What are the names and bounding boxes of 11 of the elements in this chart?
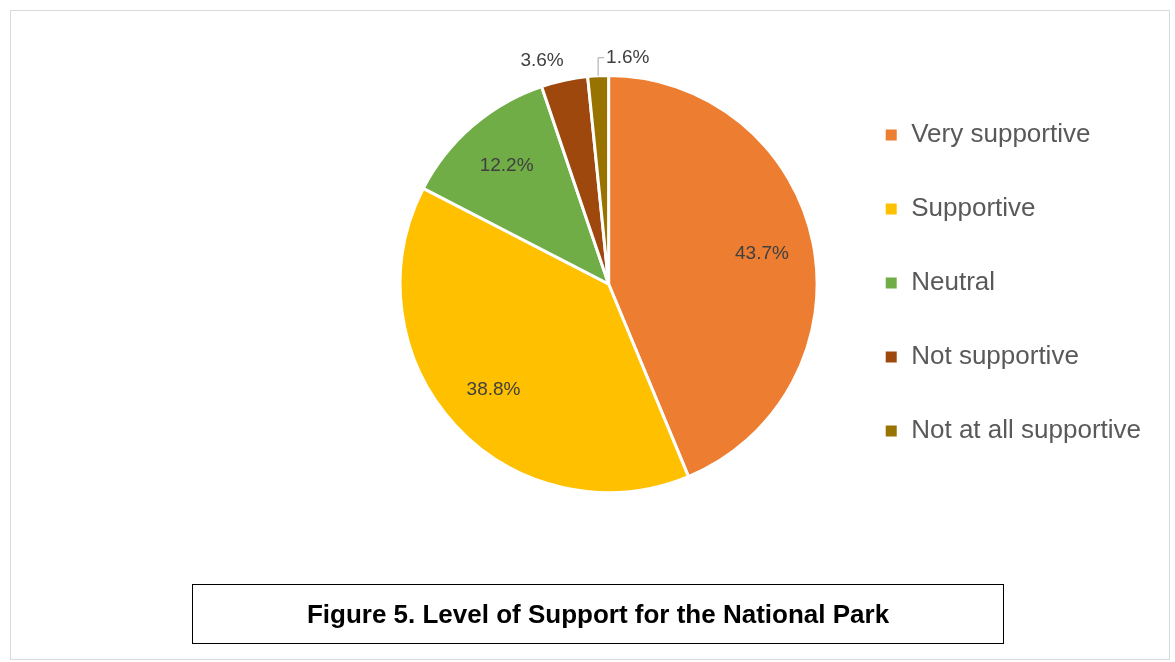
data-label: 38.8% bbox=[466, 378, 521, 400]
text: Figure 5. Level of Support for the National Park bbox=[192, 584, 1004, 644]
legend-label: Supportive bbox=[911, 192, 1036, 223]
legend-label: Neutral bbox=[911, 266, 996, 297]
legend-label: Not at all supportive bbox=[911, 414, 1142, 445]
data-label: 3.6% bbox=[520, 48, 564, 70]
legend-label: Not supportive bbox=[911, 340, 1079, 371]
data-label: 12.2% bbox=[479, 153, 534, 175]
data-label: 43.7% bbox=[735, 241, 790, 263]
legend-label: Very supportive bbox=[911, 118, 1091, 149]
data-label: 1.6% bbox=[606, 46, 650, 67]
